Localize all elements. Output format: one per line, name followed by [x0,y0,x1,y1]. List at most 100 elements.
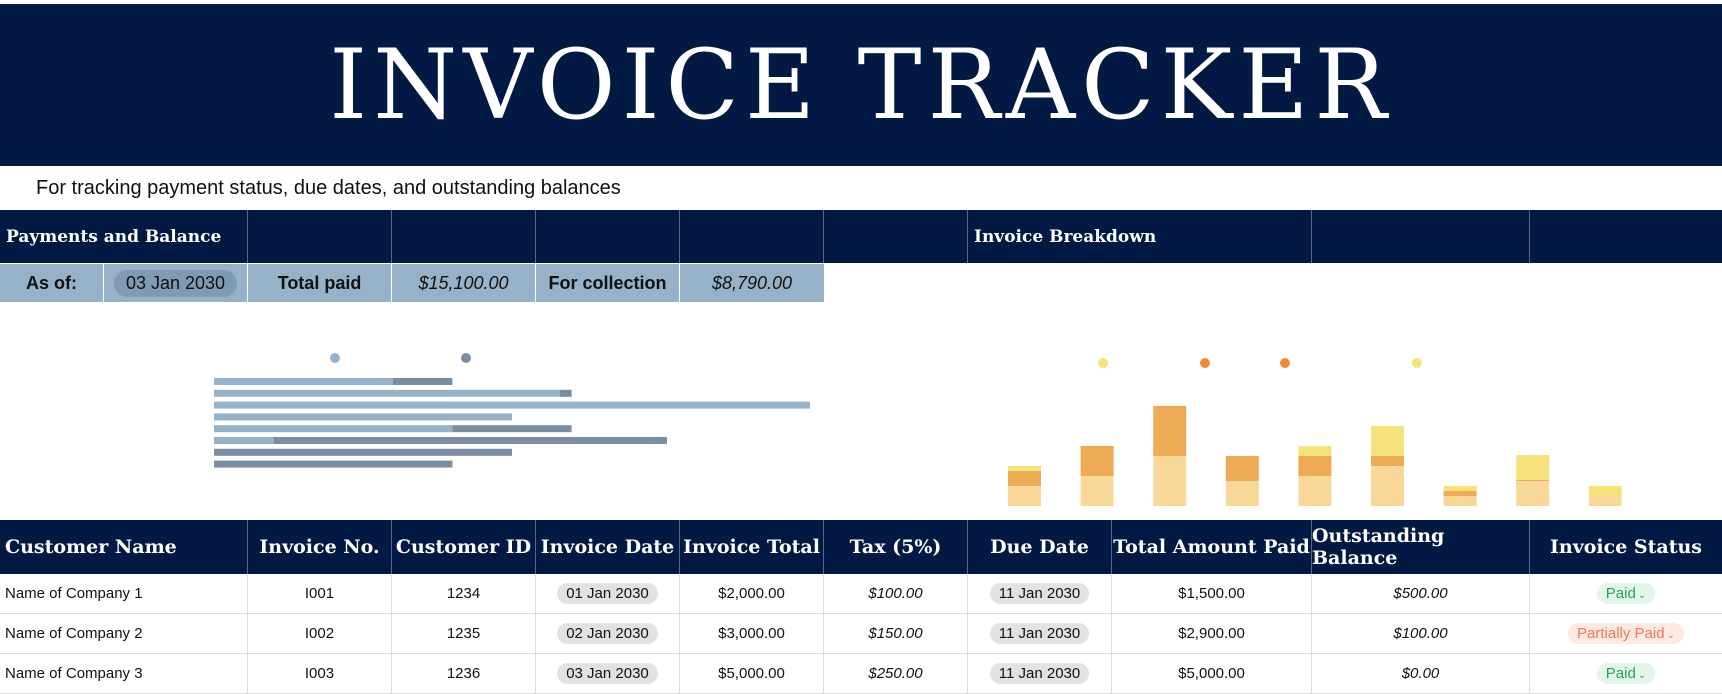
column-segment [1371,466,1404,506]
cell-due-date[interactable]: 11 Jan 2030 [968,614,1112,653]
table-row: Name of Company 2 I002 1235 02 Jan 2030 $3,0… [0,614,1722,654]
page-title: INVOICE TRACKER [329,29,1393,141]
invoice-date-pill[interactable]: 02 Jan 2030 [557,623,658,644]
invoice-breakdown-label: Invoice Breakdown [974,226,1157,247]
status-dropdown[interactable]: Paid ⌄ [1596,583,1656,604]
column-header-invoice-total: Invoice Total [680,520,824,574]
cell-outstanding-balance: $0.00 [1312,654,1530,693]
invoice-no-value: I002 [304,625,335,642]
column-segment [1443,496,1477,506]
bar-segment [214,389,560,397]
status-dropdown[interactable]: Paid ⌄ [1596,663,1656,684]
due-date-pill[interactable]: 11 Jan 2030 [989,663,1090,684]
total-paid-label: Total paid [248,264,392,302]
column-header-tax: Tax (5%) [824,520,968,574]
column-header-invoice-date: Invoice Date [536,520,680,574]
invoice-no-value: I003 [304,665,335,682]
column-segment [1516,480,1550,481]
total-amount-paid-value: $1,500.00 [1178,585,1245,602]
cell-customer-name: Name of Company 1 [0,574,248,613]
column-header-invoice-status: Invoice Status [1550,536,1702,558]
customer-name-value: Name of Company 3 [5,665,143,682]
cell-invoice-no: I001 [248,574,392,613]
cell-invoice-status[interactable]: Paid ⌄ [1530,654,1722,693]
invoice-date-pill[interactable]: 03 Jan 2030 [557,663,658,684]
cell-invoice-no: I002 [248,614,392,653]
column-segment [1225,481,1259,506]
cell-invoice-total: $2,000.00 [680,574,824,613]
header-blank-cell [1530,210,1722,263]
tax-value: $250.00 [868,665,923,682]
outstanding-balance-value: $100.00 [1393,625,1448,642]
section-header-row: Payments and Balance Invoice Breakdown [0,210,1722,263]
invoice-breakdown-header: Invoice Breakdown [968,210,1312,263]
tax-value: $100.00 [868,585,923,602]
status-label: Paid [1605,665,1636,682]
title-banner: INVOICE TRACKER [0,4,1722,166]
table-row: Name of Company 1 I001 1234 01 Jan 2030 $2,0… [0,574,1722,614]
cell-customer-name: Name of Company 3 [0,654,248,693]
cell-total-amount-paid: $5,000.00 [1112,654,1312,693]
column-segment [1298,456,1332,476]
legend-marker [461,353,471,363]
cell-due-date[interactable]: 11 Jan 2030 [968,654,1112,693]
column-header-invoice-no: Invoice No. [248,520,392,574]
cell-invoice-date[interactable]: 01 Jan 2030 [536,574,680,613]
legend-marker [330,353,340,363]
bar-segment [214,425,453,433]
header-blank-cell [680,210,824,263]
cell-due-date[interactable]: 11 Jan 2030 [968,574,1112,613]
as-of-date[interactable]: 03 Jan 2030 [113,269,238,297]
cell-outstanding-balance: $500.00 [1312,574,1530,613]
invoice-total-value: $2,000.00 [718,585,785,602]
column-header-customer-id: Customer ID [392,520,536,574]
payments-balance-chart [214,353,1622,506]
legend-marker [1200,358,1210,368]
column-segment [1371,426,1404,456]
invoice-date-pill[interactable]: 01 Jan 2030 [557,583,658,604]
cell-invoice-date[interactable]: 03 Jan 2030 [536,654,680,693]
column-header-customer-name: Customer Name [0,520,248,574]
header-blank-cell [536,210,680,263]
cell-invoice-status[interactable]: Partially Paid ⌄ [1530,614,1722,653]
due-date-pill[interactable]: 11 Jan 2030 [989,623,1090,644]
column-segment [1008,486,1041,506]
column-segment [1298,446,1332,456]
column-segment [1516,455,1550,480]
total-amount-paid-value: $2,900.00 [1178,625,1245,642]
cell-invoice-date[interactable]: 02 Jan 2030 [536,614,680,653]
bar-segment [214,413,512,421]
outstanding-balance-value: $0.00 [1401,665,1440,682]
column-segment [1080,476,1114,506]
bar-segment [273,437,667,444]
bar-segment [214,401,810,409]
bar-segment [214,448,512,456]
column-segment [1008,466,1041,471]
status-dropdown[interactable]: Partially Paid ⌄ [1568,623,1684,644]
invoice-total-value: $3,000.00 [718,625,785,642]
as-of-label: As of: [0,264,104,302]
column-segment [1298,476,1332,506]
legend-marker [1412,358,1422,368]
cell-customer-id: 1235 [392,614,536,653]
column-segment [1008,471,1041,486]
legend-marker [1280,358,1290,368]
charts-area [0,302,1722,520]
for-collection-value: $8,790.00 [680,264,824,302]
as-of-date-cell[interactable]: 03 Jan 2030 [104,264,248,302]
bar-segment [452,425,572,433]
column-segment [1443,491,1477,496]
bar-segment [214,460,453,468]
invoice-no-value: I001 [304,585,335,602]
cell-tax: $150.00 [824,614,968,653]
total-amount-paid-value: $5,000.00 [1178,665,1245,682]
cell-customer-id: 1236 [392,654,536,693]
due-date-pill[interactable]: 11 Jan 2030 [989,583,1090,604]
cell-invoice-status[interactable]: Paid ⌄ [1530,574,1722,613]
bar-segment [214,437,274,444]
table-row: Name of Company 3 I003 1236 03 Jan 2030 $5,0… [0,654,1722,694]
chevron-down-icon: ⌄ [1637,590,1647,601]
column-segment [1443,486,1477,491]
header-blank-cell [392,210,536,263]
column-header-due-date: Due Date [968,520,1112,574]
